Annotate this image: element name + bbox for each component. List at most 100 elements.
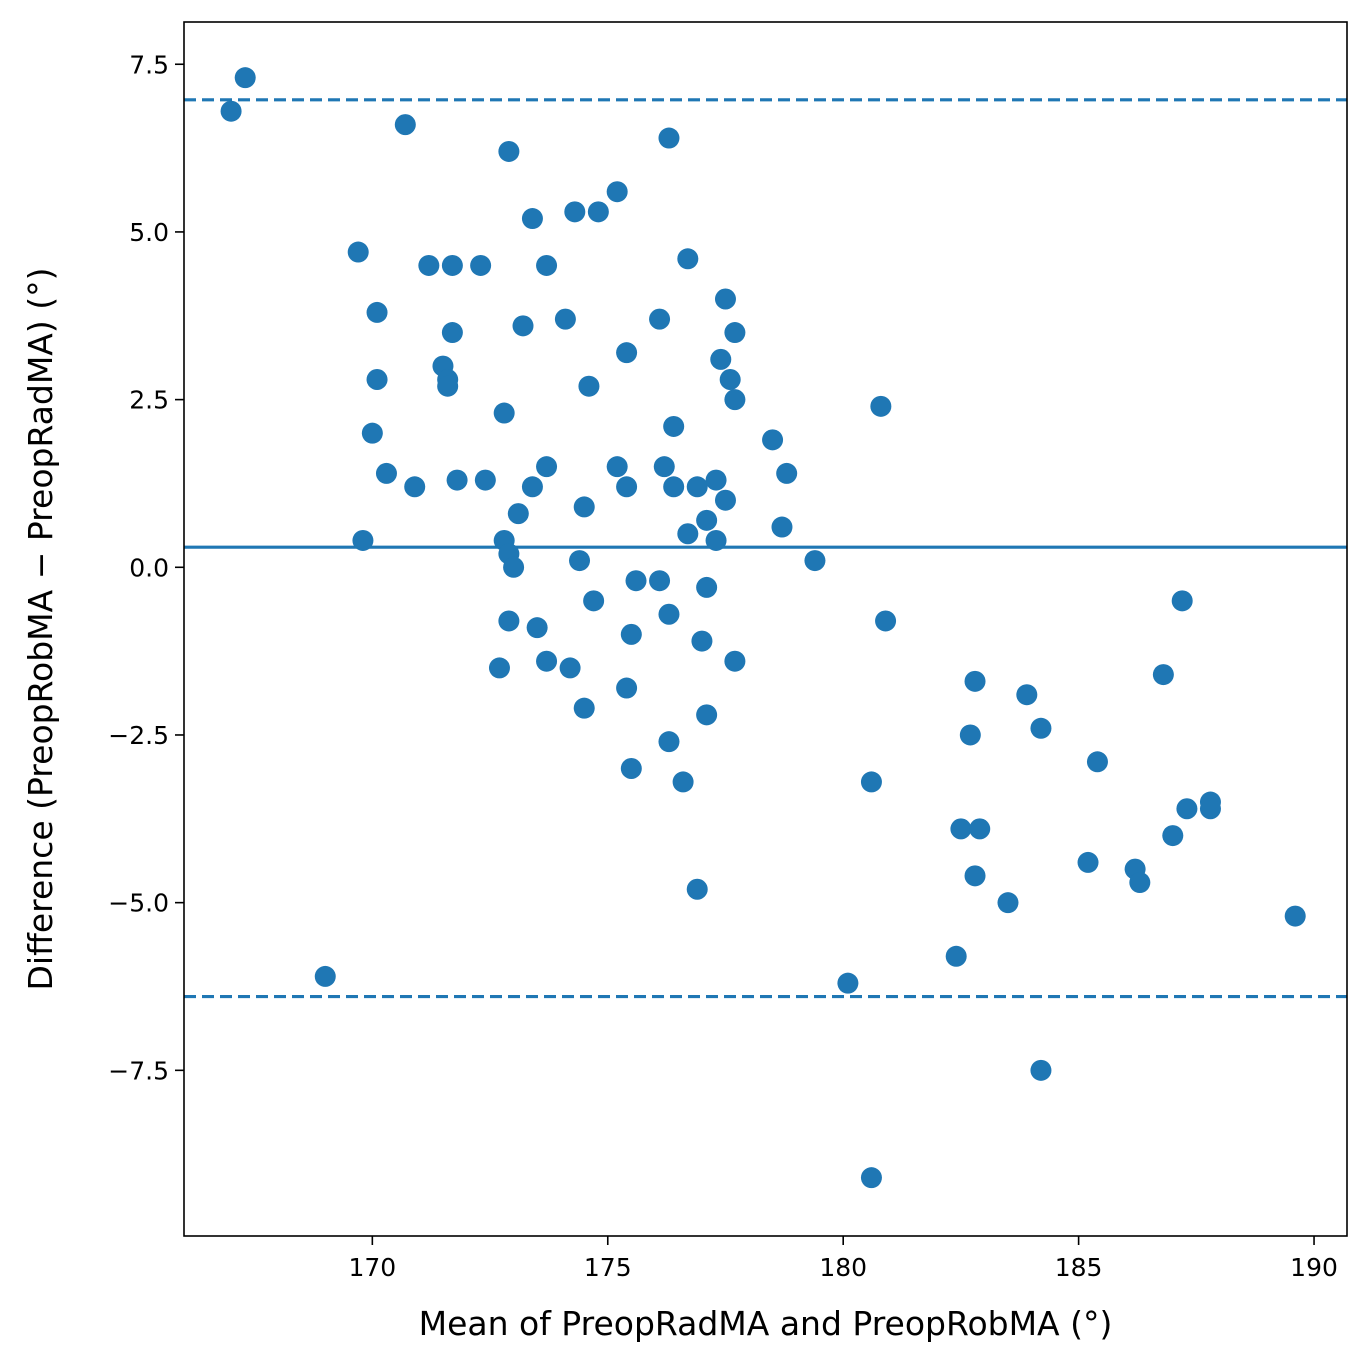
data-point (658, 127, 680, 149)
data-point (507, 503, 529, 525)
axes-frame (183, 21, 1348, 1237)
data-point (521, 476, 543, 498)
data-point (677, 248, 699, 270)
data-point (503, 556, 525, 578)
x-tick-label: 175 (584, 1253, 632, 1282)
data-point (686, 878, 708, 900)
data-point (1199, 798, 1221, 820)
data-point (804, 550, 826, 572)
data-point (969, 818, 991, 840)
data-point (959, 724, 981, 746)
data-point (714, 489, 736, 511)
data-point (1152, 664, 1174, 686)
data-points (220, 67, 1306, 1189)
data-point (361, 422, 383, 444)
y-tick-label: 0.0 (129, 553, 169, 582)
data-point (686, 476, 708, 498)
data-point (724, 389, 746, 411)
data-point (587, 201, 609, 223)
data-point (616, 342, 638, 364)
data-point (1016, 684, 1038, 706)
data-point (569, 550, 591, 572)
data-point (314, 965, 336, 987)
data-point (696, 509, 718, 531)
data-point (554, 308, 576, 330)
data-point (620, 623, 642, 645)
data-point (437, 375, 459, 397)
data-point (564, 201, 586, 223)
data-point (521, 208, 543, 230)
data-point (404, 476, 426, 498)
data-point (488, 657, 510, 679)
y-axis-label: Difference (PreopRobMA − PreopRadMA) (°) (21, 268, 60, 991)
data-point (653, 456, 675, 478)
y-tick-label: 5.0 (129, 218, 169, 247)
data-point (394, 114, 416, 136)
data-point (441, 322, 463, 344)
x-tick-label: 180 (819, 1253, 867, 1282)
y-tick-label: −7.5 (108, 1056, 169, 1085)
data-point (625, 570, 647, 592)
data-point (536, 650, 558, 672)
data-point (347, 241, 369, 263)
data-point (663, 415, 685, 437)
data-point (470, 254, 492, 276)
data-point (696, 704, 718, 726)
data-point (1030, 717, 1052, 739)
data-point (1176, 798, 1198, 820)
data-point (860, 771, 882, 793)
data-point (366, 368, 388, 390)
data-point (418, 254, 440, 276)
data-point (375, 462, 397, 484)
data-point (719, 368, 741, 390)
data-point (498, 610, 520, 632)
data-point (536, 254, 558, 276)
data-point (997, 892, 1019, 914)
data-point (658, 731, 680, 753)
y-axis-ticks: 7.5 5.0 2.5 0.0 −2.5 −5.0 −7.5 (108, 50, 184, 1085)
data-point (837, 972, 859, 994)
data-point (672, 771, 694, 793)
data-point (526, 617, 548, 639)
data-point (677, 523, 699, 545)
data-point (578, 375, 600, 397)
data-point (696, 576, 718, 598)
data-point (1129, 872, 1151, 894)
data-point (616, 476, 638, 498)
data-point (1171, 590, 1193, 612)
data-point (1162, 825, 1184, 847)
data-point (724, 322, 746, 344)
data-point (1077, 851, 1099, 873)
data-point (649, 570, 671, 592)
data-point (1030, 1059, 1052, 1081)
y-tick-label: 2.5 (129, 386, 169, 415)
data-point (606, 181, 628, 203)
data-point (649, 308, 671, 330)
data-point (860, 1167, 882, 1189)
data-point (234, 67, 256, 89)
data-point (705, 529, 727, 551)
data-point (441, 254, 463, 276)
data-point (771, 516, 793, 538)
data-point (512, 315, 534, 337)
data-point (366, 301, 388, 323)
data-point (714, 288, 736, 310)
x-tick-label: 170 (348, 1253, 396, 1282)
data-point (573, 496, 595, 518)
y-tick-label: 7.5 (129, 50, 169, 79)
data-point (1284, 905, 1306, 927)
data-point (950, 818, 972, 840)
data-point (620, 758, 642, 780)
data-point (964, 865, 986, 887)
data-point (536, 456, 558, 478)
data-point (498, 140, 520, 162)
data-point (691, 630, 713, 652)
x-tick-label: 185 (1055, 1253, 1103, 1282)
data-point (658, 603, 680, 625)
data-point (705, 469, 727, 491)
data-point (583, 590, 605, 612)
data-point (573, 697, 595, 719)
x-axis-label: Mean of PreopRadMA and PreopRobMA (°) (419, 1304, 1113, 1343)
data-point (762, 429, 784, 451)
